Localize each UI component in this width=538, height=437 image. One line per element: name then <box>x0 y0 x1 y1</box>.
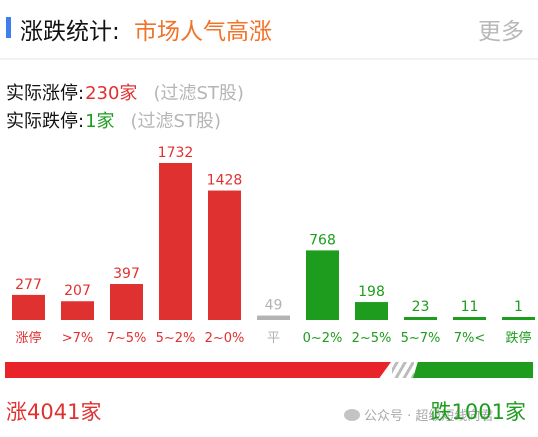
header: 涨跌统计: 市场人气高涨 更多 <box>0 0 538 56</box>
limit-down-stat: 实际跌停:1家 (过滤ST股) <box>6 107 221 133</box>
bar-value-label-6: 768 <box>309 232 336 248</box>
section-title: 涨跌统计: <box>20 19 120 45</box>
watermark: 公众号 · 超级短线向君 <box>344 405 493 424</box>
limit-up-value: 230家 <box>85 83 138 104</box>
category-label-4: 2~0% <box>205 331 245 346</box>
category-label-6: 0~2% <box>303 331 343 346</box>
bar-value-label-5: 49 <box>265 298 283 314</box>
category-label-7: 2~5% <box>352 331 392 346</box>
bar-value-label-8: 23 <box>412 299 430 315</box>
bar-5 <box>257 315 290 320</box>
watermark-text: 公众号 · 超级短线向君 <box>364 409 494 424</box>
category-label-1: >7% <box>62 331 94 346</box>
bar-6 <box>306 250 339 320</box>
category-label-10: 跌停 <box>505 330 531 346</box>
down-total: 跌1001家 <box>430 400 526 424</box>
wechat-icon <box>344 409 360 421</box>
limit-down-label: 实际跌停: <box>6 111 85 132</box>
category-label-2: 7~5% <box>107 331 147 346</box>
down-ratio-bar <box>413 362 533 378</box>
bar-value-label-4: 1428 <box>207 173 243 189</box>
bar-3 <box>159 163 192 320</box>
category-label-9: 7%< <box>454 331 486 346</box>
bar-10 <box>502 317 535 320</box>
up-total: 涨4041家 <box>6 400 102 424</box>
bar-8 <box>404 317 437 320</box>
ratio-separator <box>392 362 414 378</box>
bar-value-label-0: 277 <box>15 277 42 293</box>
category-label-0: 涨停 <box>15 330 41 346</box>
up-ratio-bar <box>5 362 391 378</box>
bar-0 <box>12 294 45 320</box>
bar-value-label-2: 397 <box>113 266 140 282</box>
bar-4 <box>208 190 241 320</box>
bar-value-label-7: 198 <box>358 284 385 300</box>
bar-2 <box>110 284 143 320</box>
limit-up-filter-note: (过滤ST股) <box>153 83 244 104</box>
bar-7 <box>355 302 388 320</box>
more-button[interactable]: 更多 <box>478 19 524 45</box>
bar-value-label-3: 1732 <box>158 145 194 161</box>
category-label-8: 5~7% <box>401 331 441 346</box>
category-label-5: 平 <box>267 331 280 346</box>
bar-1 <box>61 301 94 320</box>
category-label-3: 5~2% <box>156 331 196 346</box>
header-divider <box>0 58 538 60</box>
market-mood: 市场人气高涨 <box>134 19 272 45</box>
bar-9 <box>453 317 486 320</box>
distribution-chart: 277 涨停 207 >7% 397 7~5% 1732 5~2% 1428 2~0% 49 平 768… <box>12 145 535 346</box>
bar-value-label-1: 207 <box>64 283 91 299</box>
bar-value-label-9: 11 <box>461 299 479 315</box>
limit-down-filter-note: (过滤ST股) <box>130 111 221 132</box>
limit-up-stat: 实际涨停:230家 (过滤ST股) <box>6 79 244 105</box>
limit-down-value: 1家 <box>85 111 115 132</box>
bar-value-label-10: 1 <box>514 299 523 315</box>
accent-bar <box>6 17 11 38</box>
limit-up-label: 实际涨停: <box>6 83 85 104</box>
